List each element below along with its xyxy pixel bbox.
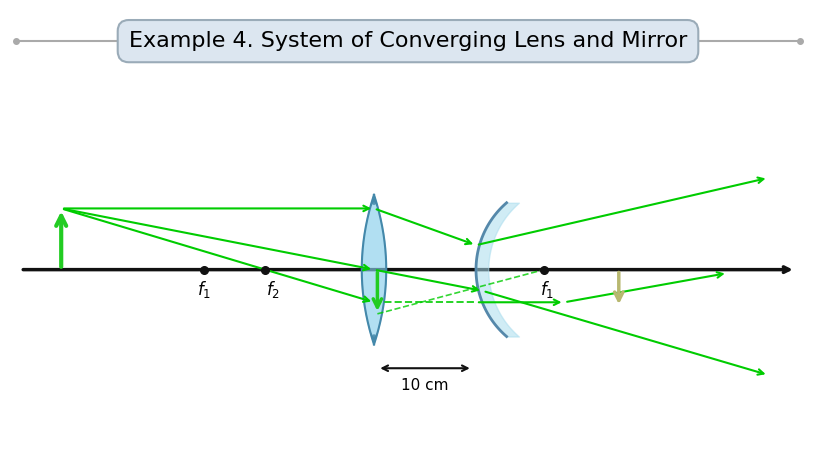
Text: $f_1$: $f_1$ <box>197 280 211 300</box>
Text: $f_1$: $f_1$ <box>540 280 555 300</box>
Polygon shape <box>361 195 386 345</box>
Text: $f_2$: $f_2$ <box>266 280 281 300</box>
Text: Example 4. System of Converging Lens and Mirror: Example 4. System of Converging Lens and… <box>129 31 687 51</box>
Text: 10 cm: 10 cm <box>401 378 449 393</box>
